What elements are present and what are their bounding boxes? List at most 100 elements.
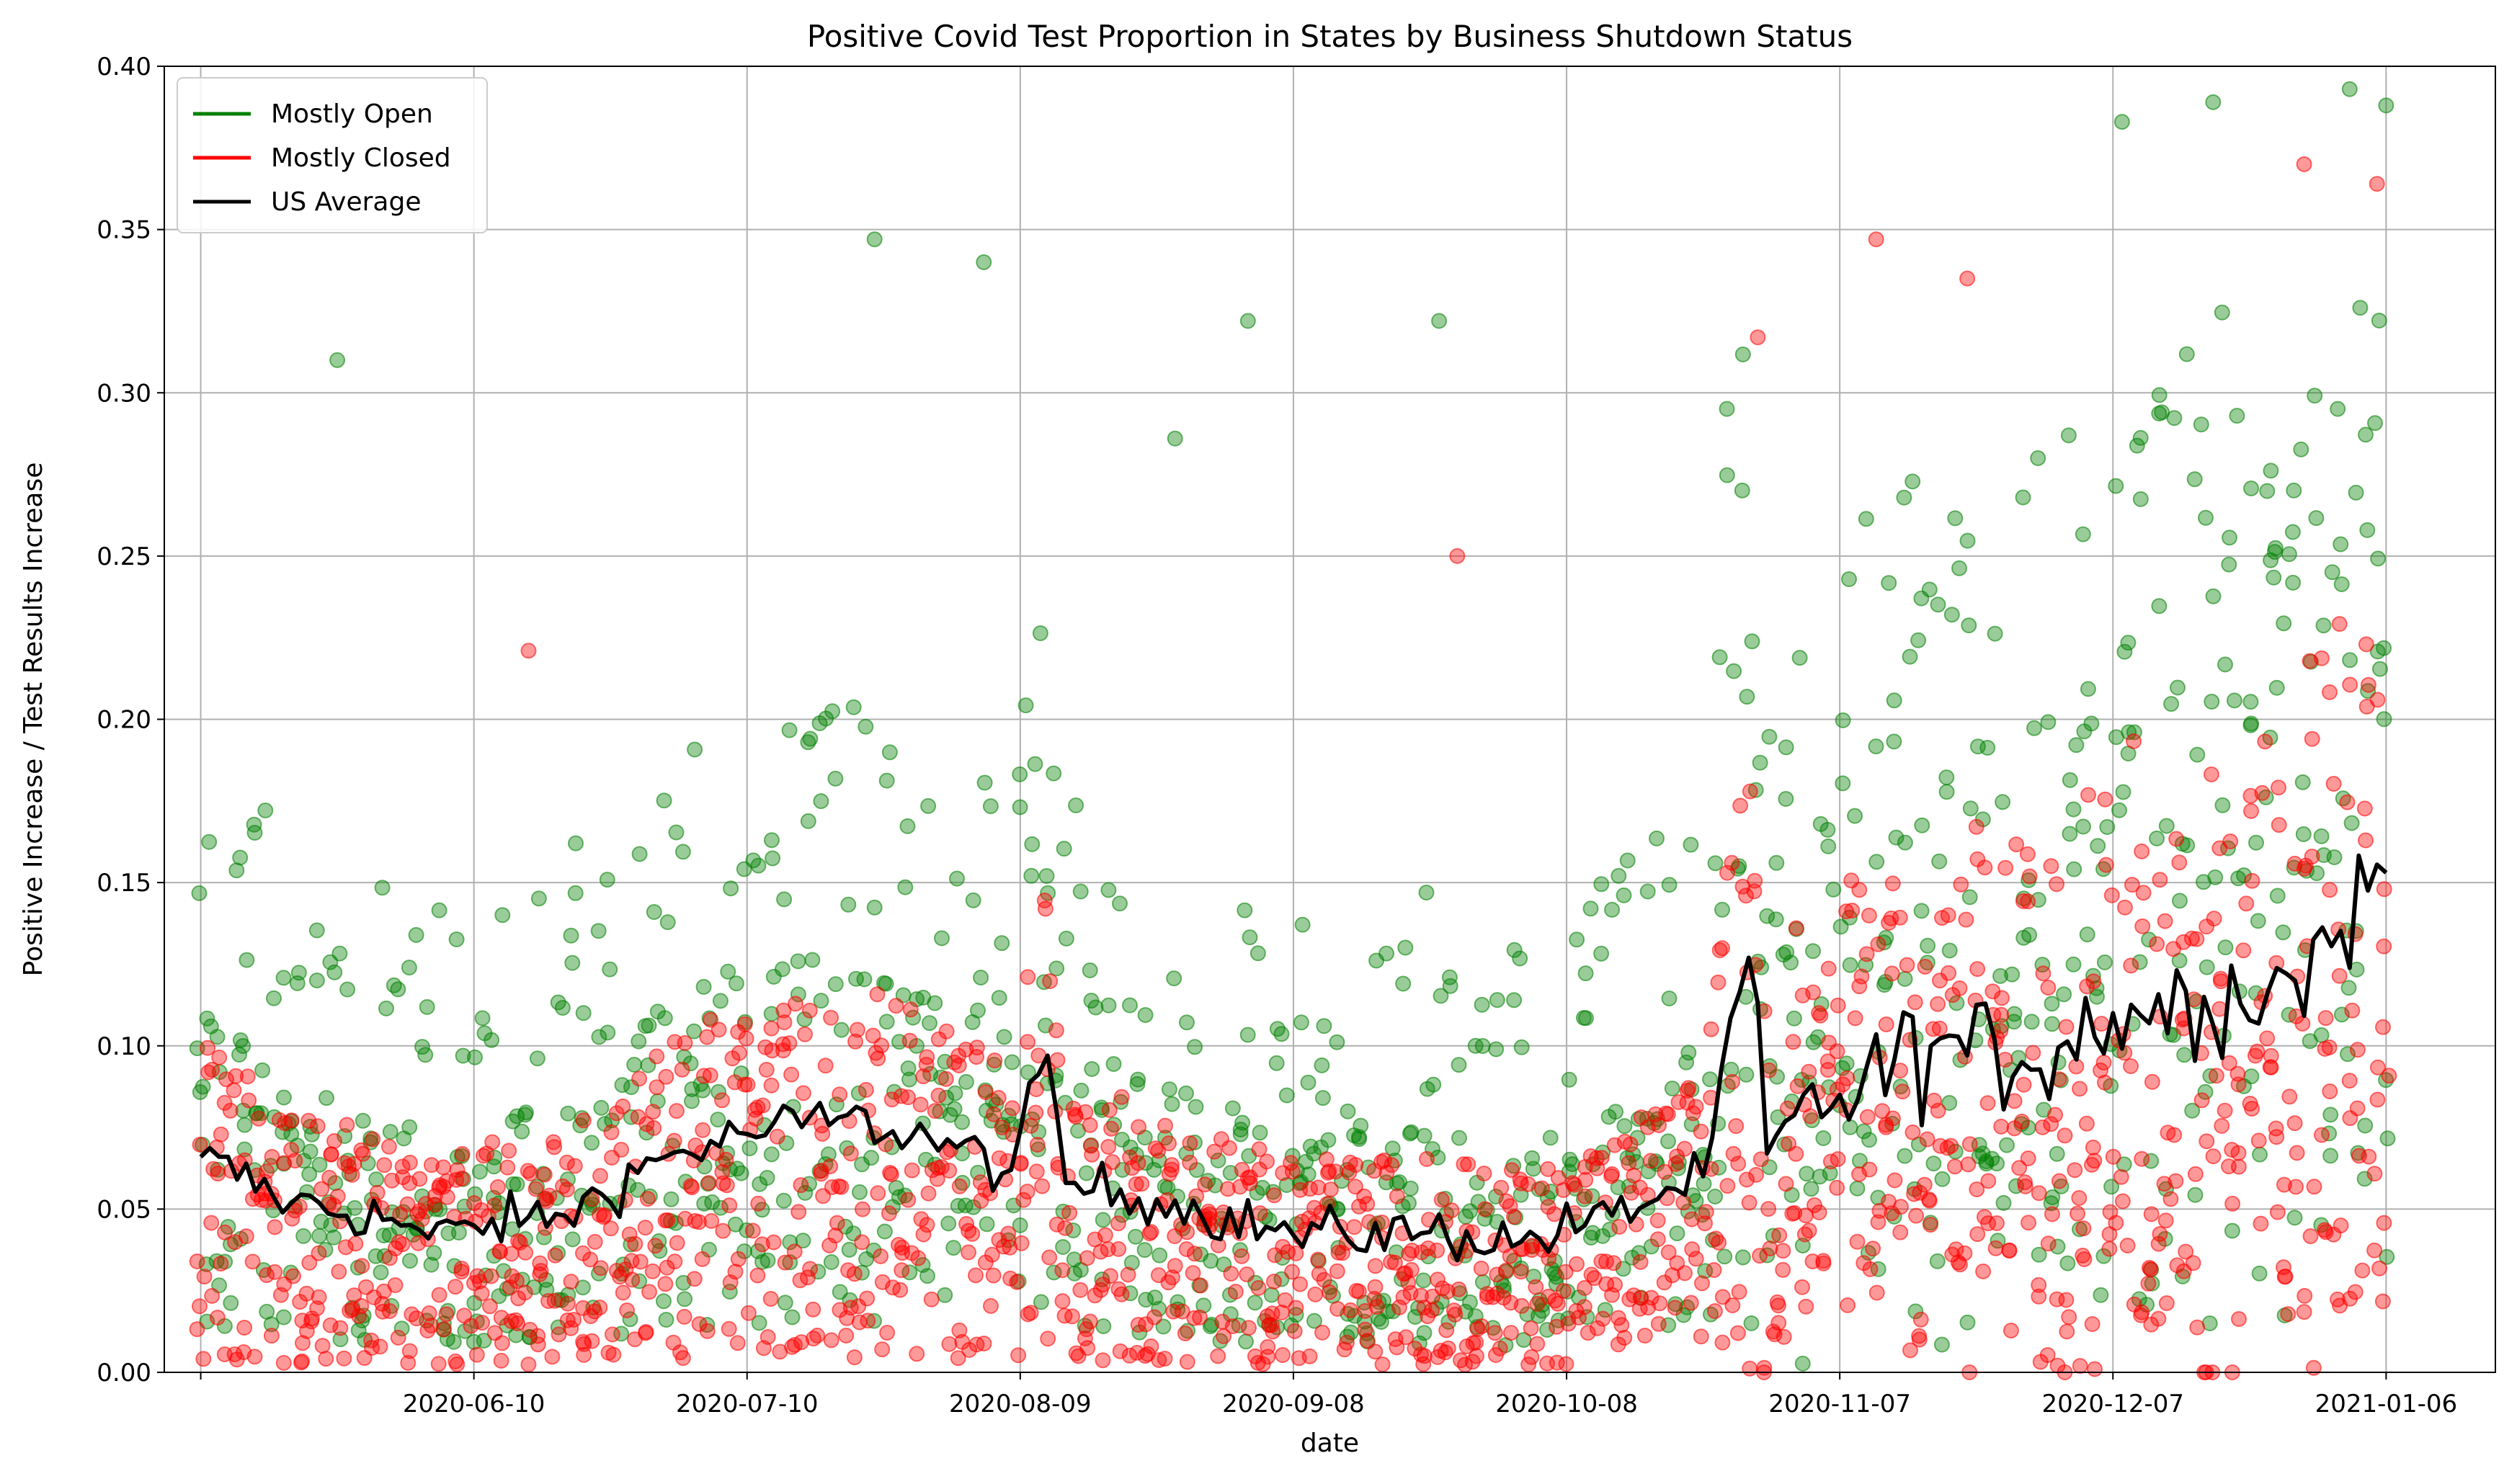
mostly-open-point [554,1000,571,1016]
mostly-closed-point [1892,1224,1909,1241]
mostly-closed-point [2039,1347,2056,1363]
mostly-open-point [1734,347,1751,362]
mostly-closed-point [2297,1287,2313,1304]
mostly-open-point [1562,1151,1578,1168]
mostly-closed-point [873,1248,889,1264]
mostly-closed-point [217,1224,233,1241]
mostly-open-point [1886,692,1902,709]
mostly-open-point [1896,489,1912,506]
mostly-open-point [1179,1014,1195,1031]
mostly-closed-point [2158,1295,2175,1311]
mostly-closed-point [1082,1313,1098,1330]
mostly-open-point [1113,1094,1129,1110]
mostly-closed-point [1020,1034,1036,1050]
mostly-open-point [2056,986,2072,1003]
mostly-closed-point [2369,1091,2386,1108]
mostly-closed-point [2254,785,2271,801]
mostly-closed-point [1930,1102,1946,1119]
mostly-open-point [239,952,255,968]
mostly-open-point [246,825,263,841]
mostly-closed-point [776,1014,793,1031]
mostly-open-point [1020,1064,1036,1081]
mostly-open-point [1925,1156,1942,1172]
mostly-closed-point [1182,1154,1198,1171]
mostly-open-point [401,1119,418,1135]
mostly-closed-point [849,1022,865,1038]
mostly-open-point [631,1033,647,1050]
mostly-open-point [646,904,662,920]
mostly-closed-point [1611,1219,1628,1235]
mostly-closed-point [793,1177,809,1194]
mostly-closed-point [658,1068,674,1085]
legend-label: US Average [271,187,421,217]
mostly-closed-point [786,1243,803,1260]
mostly-closed-point [2271,779,2286,796]
mostly-closed-point [715,1222,731,1239]
mostly-closed-point [900,1089,917,1106]
mostly-open-point [1714,901,1730,918]
mostly-closed-point [2294,1016,2311,1032]
mostly-closed-point [1650,1315,1667,1332]
mostly-open-point [514,1123,530,1140]
mostly-closed-point [2031,1288,2047,1305]
mostly-closed-point [2135,885,2152,901]
mostly-closed-point [1015,1192,1032,1208]
mostly-closed-point [788,996,803,1012]
mostly-closed-point [566,1158,583,1174]
legend: Mostly Open Mostly Closed US Average [177,77,488,233]
mostly-closed-point [322,1317,339,1333]
mostly-open-point [347,1199,363,1216]
mostly-closed-point [2221,1055,2237,1071]
mostly-closed-point [1263,1317,1280,1333]
mostly-closed-point [284,1210,300,1227]
mostly-open-point [1759,908,1776,924]
mostly-open-point [1252,1125,1268,1141]
mostly-closed-point [797,1026,813,1042]
mostly-closed-point [2230,1158,2247,1175]
chart-title: Positive Covid Test Proportion in States… [807,19,1853,54]
mostly-closed-point [2140,1275,2157,1292]
mostly-closed-point [1474,1318,1490,1334]
mostly-open-point [1320,1132,1337,1148]
mostly-closed-point [546,1139,563,1156]
mostly-closed-point [189,1253,205,1269]
mostly-closed-point [1741,1194,1758,1211]
mostly-closed-point [659,1212,676,1228]
mostly-open-point [1187,1134,1203,1150]
mostly-open-point [1433,988,1449,1004]
mostly-open-point [1105,1056,1122,1072]
mostly-closed-point [721,1197,738,1214]
mostly-open-point [1920,937,1936,954]
mostly-closed-point [902,1001,919,1018]
mostly-closed-point [1429,1242,1445,1259]
mostly-closed-point [669,1235,685,1251]
mostly-open-point [2295,826,2312,842]
mostly-closed-point [941,1336,958,1352]
mostly-closed-point [484,1134,501,1150]
mostly-open-point [1167,430,1183,447]
mostly-open-point [1084,1061,1100,1077]
mostly-closed-point [1120,1266,1136,1283]
mostly-closed-point [1677,1265,1693,1282]
mostly-open-point [1739,689,1755,705]
mostly-open-point [1669,1225,1685,1242]
mostly-open-point [1569,931,1585,948]
mostly-closed-point [919,1217,935,1233]
mostly-open-point [1616,887,1632,903]
mostly-open-point [2199,959,2215,975]
mostly-closed-point [930,1087,947,1104]
mostly-open-point [2205,588,2222,604]
mostly-closed-point [2011,1160,2028,1176]
mostly-closed-point [1805,984,1822,1001]
mostly-open-point [1992,967,2008,984]
mostly-open-point [2075,818,2091,835]
mostly-open-point [1340,1103,1356,1119]
mostly-open-point [739,1222,755,1238]
mostly-closed-point [1078,1321,1095,1338]
mostly-open-point [1561,1071,1577,1088]
mostly-closed-point [1023,1117,1039,1134]
mostly-open-point [881,744,898,761]
mostly-closed-point [541,1187,558,1204]
mostly-closed-point [1664,1267,1680,1284]
mostly-open-point [1306,1313,1322,1329]
